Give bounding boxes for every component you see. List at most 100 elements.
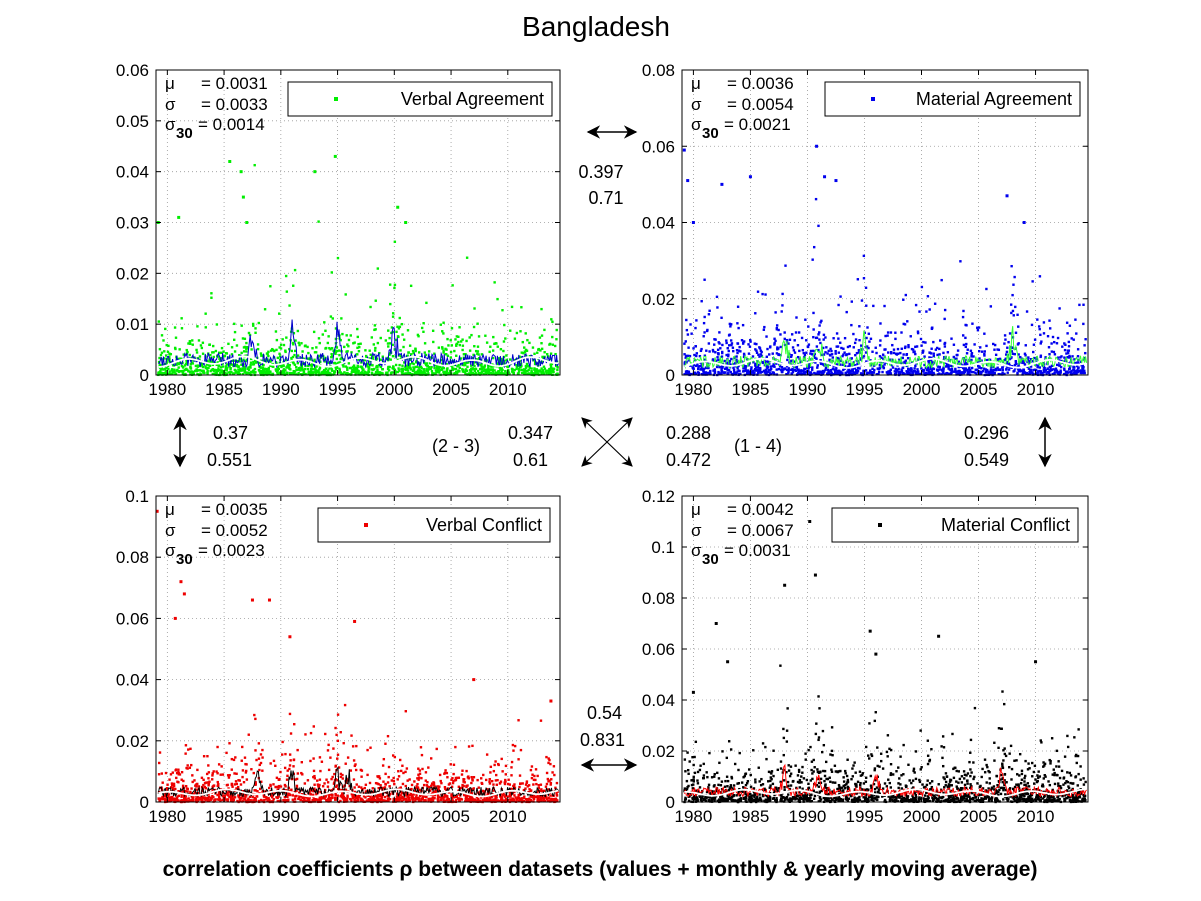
data-point <box>796 344 800 347</box>
data-point <box>761 361 765 365</box>
data-point <box>976 329 980 332</box>
data-point <box>833 370 837 374</box>
data-point <box>502 349 505 353</box>
data-point <box>223 354 227 358</box>
data-point <box>392 776 395 780</box>
data-point <box>221 365 225 368</box>
data-point <box>416 369 420 372</box>
data-point <box>538 336 542 339</box>
data-point <box>191 774 194 777</box>
data-point <box>549 369 552 373</box>
data-point <box>738 345 741 349</box>
data-point <box>327 335 330 338</box>
data-point <box>309 372 312 375</box>
data-point <box>541 357 545 360</box>
data-point <box>157 371 160 375</box>
data-point <box>524 366 528 369</box>
data-point <box>269 364 272 367</box>
data-point <box>237 365 240 369</box>
data-point <box>811 349 815 353</box>
data-point <box>472 787 475 790</box>
data-point <box>838 371 842 374</box>
data-point <box>161 796 164 799</box>
data-point <box>869 370 872 373</box>
data-point <box>210 797 213 800</box>
data-point <box>504 797 508 801</box>
data-point <box>359 365 363 368</box>
data-point <box>883 304 886 308</box>
data-point <box>341 332 344 336</box>
data-point <box>1033 368 1037 371</box>
data-point <box>1021 361 1024 364</box>
data-point <box>822 353 826 356</box>
data-point <box>718 331 721 334</box>
data-point <box>1007 368 1011 371</box>
data-point <box>296 748 299 752</box>
data-point <box>169 773 173 776</box>
data-point <box>537 347 541 351</box>
data-point <box>423 342 427 345</box>
data-point <box>815 357 818 360</box>
data-point <box>749 368 753 371</box>
data-point <box>802 371 806 374</box>
data-point <box>416 777 419 780</box>
data-point <box>540 347 544 351</box>
data-point <box>320 372 323 375</box>
data-point <box>373 349 377 352</box>
data-point <box>372 358 375 361</box>
data-point <box>1052 368 1055 371</box>
data-point <box>730 357 733 361</box>
data-point <box>392 780 396 783</box>
data-point <box>245 350 248 353</box>
data-point <box>692 347 695 350</box>
data-point <box>686 333 690 336</box>
data-point <box>307 351 310 355</box>
data-point <box>293 797 297 801</box>
data-point <box>387 366 390 369</box>
data-point <box>171 797 175 801</box>
data-point <box>311 371 315 374</box>
data-point <box>190 795 194 798</box>
data-point <box>471 367 474 370</box>
data-point <box>708 350 711 353</box>
data-point <box>480 777 483 780</box>
data-point <box>787 367 790 370</box>
data-point <box>393 286 396 290</box>
data-point <box>236 359 239 363</box>
data-point <box>887 370 890 373</box>
data-point <box>315 346 318 349</box>
data-point <box>447 798 451 801</box>
data-point <box>775 368 778 371</box>
data-point <box>382 361 385 364</box>
data-point <box>288 304 291 307</box>
data-point <box>175 771 179 775</box>
data-point <box>328 799 332 802</box>
data-point <box>1047 346 1051 349</box>
data-point <box>1055 363 1059 367</box>
data-point <box>791 367 794 371</box>
data-point <box>369 798 372 801</box>
data-point <box>315 798 318 801</box>
data-point <box>444 371 448 374</box>
data-point <box>185 361 189 364</box>
data-point <box>529 799 533 802</box>
data-point <box>753 372 756 375</box>
data-point <box>523 795 526 798</box>
data-point <box>404 710 408 713</box>
data-point <box>215 371 218 375</box>
data-point <box>879 322 882 325</box>
data-point <box>465 361 468 365</box>
x-tick-label: 1985 <box>732 380 770 399</box>
data-point <box>910 361 914 364</box>
data-point <box>1016 373 1019 376</box>
data-point <box>544 796 548 799</box>
data-point <box>1048 365 1051 369</box>
data-point <box>233 783 237 786</box>
data-point <box>244 771 248 774</box>
data-point <box>865 372 869 375</box>
data-point <box>961 315 965 319</box>
data-point <box>931 372 934 376</box>
data-point <box>534 360 537 364</box>
data-point <box>952 370 956 373</box>
data-point <box>771 352 774 355</box>
